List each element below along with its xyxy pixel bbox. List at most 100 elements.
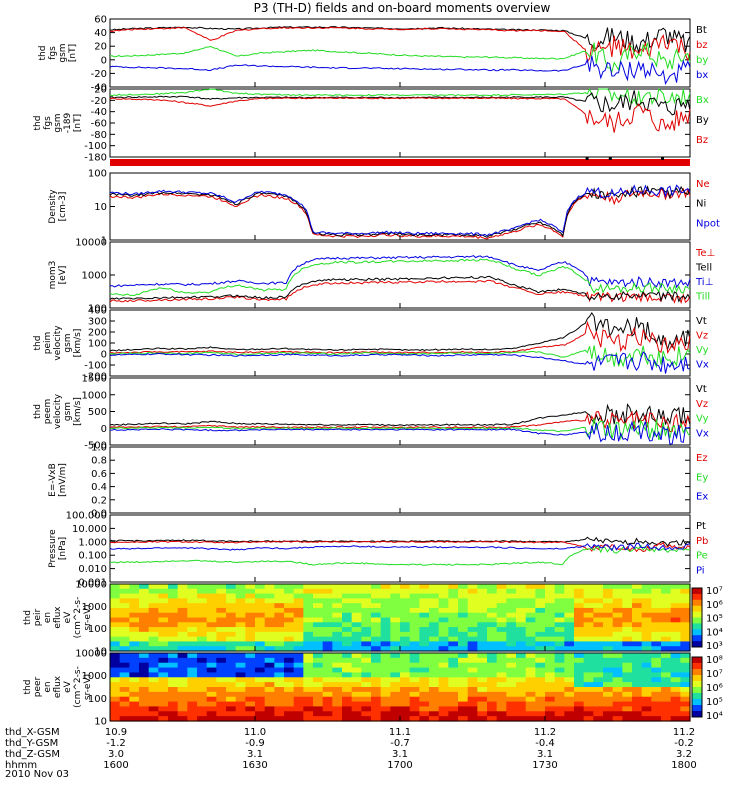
heatmap-cell bbox=[400, 646, 411, 652]
y-axis-label: [cm-3] bbox=[58, 192, 68, 222]
heatmap-cell bbox=[293, 672, 304, 678]
heatmap-cell bbox=[632, 593, 643, 599]
heatmap-cell bbox=[110, 627, 121, 633]
heatmap-cell bbox=[255, 607, 266, 614]
heatmap-cell bbox=[119, 598, 130, 604]
heatmap-cell bbox=[351, 691, 362, 698]
heatmap-cell bbox=[255, 716, 266, 722]
heatmap-cell bbox=[284, 677, 295, 683]
heatmap-cell bbox=[525, 617, 536, 623]
heatmap-cell bbox=[351, 617, 362, 623]
heatmap-cell bbox=[148, 667, 159, 674]
heatmap-cell bbox=[235, 603, 246, 609]
heatmap-cell bbox=[574, 677, 585, 683]
heatmap-cell bbox=[110, 657, 121, 664]
heatmap-cell bbox=[390, 691, 401, 698]
heatmap-cell bbox=[612, 622, 623, 628]
heatmap-cell bbox=[245, 617, 256, 623]
heatmap-cell bbox=[322, 636, 333, 643]
heatmap-cell bbox=[419, 672, 430, 678]
heatmap-cell bbox=[245, 607, 256, 614]
x-axis-value: 3.1 bbox=[392, 749, 408, 760]
heatmap-cell bbox=[448, 603, 459, 609]
heatmap-cell bbox=[390, 622, 401, 628]
heatmap-cell bbox=[603, 607, 614, 614]
heatmap-cell bbox=[641, 653, 652, 659]
heatmap-cell bbox=[661, 657, 672, 664]
series-line-by bbox=[109, 42, 691, 74]
heatmap-cell bbox=[226, 662, 237, 669]
heatmap-cell bbox=[574, 667, 585, 674]
heatmap-cell bbox=[496, 631, 507, 638]
heatmap-cell bbox=[206, 627, 217, 633]
heatmap-cell bbox=[680, 716, 691, 722]
heatmap-cell bbox=[400, 696, 411, 703]
heatmap-cell bbox=[651, 662, 662, 669]
heatmap-cell bbox=[467, 687, 478, 693]
legend-Ne: Ne bbox=[696, 179, 710, 190]
heatmap-cell bbox=[293, 677, 304, 683]
heatmap-cell bbox=[264, 653, 275, 659]
heatmap-cell bbox=[564, 631, 575, 638]
heatmap-cell bbox=[554, 687, 565, 693]
heatmap-cell bbox=[158, 677, 169, 683]
heatmap-cell bbox=[545, 603, 556, 609]
heatmap-cell bbox=[438, 677, 449, 683]
heatmap-cell bbox=[235, 701, 246, 708]
heatmap-cell bbox=[139, 627, 150, 633]
heatmap-cell bbox=[409, 612, 420, 619]
heatmap-cell bbox=[535, 687, 546, 693]
heatmap-cell bbox=[632, 687, 643, 693]
heatmap-cell bbox=[477, 701, 488, 708]
x-axis-value: 10.9 bbox=[105, 727, 127, 738]
heatmap-cell bbox=[622, 672, 633, 678]
heatmap-cell bbox=[612, 691, 623, 698]
heatmap-cell bbox=[467, 617, 478, 623]
heatmap-cell bbox=[390, 598, 401, 604]
heatmap-cell bbox=[158, 662, 169, 669]
heatmap-cell bbox=[535, 631, 546, 638]
y-tick-label: -80 bbox=[91, 130, 107, 141]
heatmap-cell bbox=[448, 682, 459, 688]
heatmap-cell bbox=[255, 687, 266, 693]
heatmap-cell bbox=[303, 588, 314, 595]
heatmap-cell bbox=[361, 607, 372, 614]
legend-bz: bz bbox=[696, 40, 708, 51]
heatmap-cell bbox=[593, 646, 604, 652]
heatmap-cell bbox=[641, 711, 652, 717]
heatmap-cell bbox=[119, 701, 130, 708]
series-line-Bz bbox=[109, 97, 691, 133]
heatmap-cell bbox=[632, 607, 643, 614]
heatmap-cell bbox=[516, 627, 527, 633]
heatmap-cell bbox=[487, 631, 498, 638]
heatmap-cell bbox=[139, 657, 150, 664]
heatmap-cell bbox=[187, 636, 198, 643]
heatmap-cell bbox=[255, 598, 266, 604]
heatmap-cell bbox=[438, 617, 449, 623]
heatmap-cell bbox=[506, 631, 517, 638]
heatmap-cell bbox=[235, 612, 246, 619]
heatmap-cell bbox=[516, 657, 527, 664]
heatmap-cell bbox=[641, 631, 652, 638]
x-axis-value: -0.9 bbox=[245, 738, 265, 749]
heatmap-cell bbox=[129, 588, 140, 595]
heatmap-cell bbox=[448, 631, 459, 638]
heatmap-cell bbox=[274, 588, 285, 595]
heatmap-cell bbox=[419, 662, 430, 669]
heatmap-cell bbox=[477, 607, 488, 614]
heatmap-cell bbox=[206, 672, 217, 678]
heatmap-cell bbox=[564, 687, 575, 693]
heatmap-cell bbox=[400, 706, 411, 712]
heatmap-cell bbox=[148, 701, 159, 708]
heatmap-cell bbox=[206, 612, 217, 619]
heatmap-cell bbox=[139, 696, 150, 703]
heatmap-cell bbox=[603, 617, 614, 623]
heatmap-cell bbox=[371, 677, 382, 683]
heatmap-cell bbox=[342, 631, 353, 638]
y-axis-label: velocity bbox=[53, 393, 63, 429]
colorbar-tick-label: 10⁴ bbox=[706, 711, 723, 722]
heatmap-cell bbox=[603, 677, 614, 683]
heatmap-cell bbox=[506, 641, 517, 647]
heatmap-cell bbox=[564, 636, 575, 643]
legend-Vz: Vz bbox=[696, 399, 708, 410]
